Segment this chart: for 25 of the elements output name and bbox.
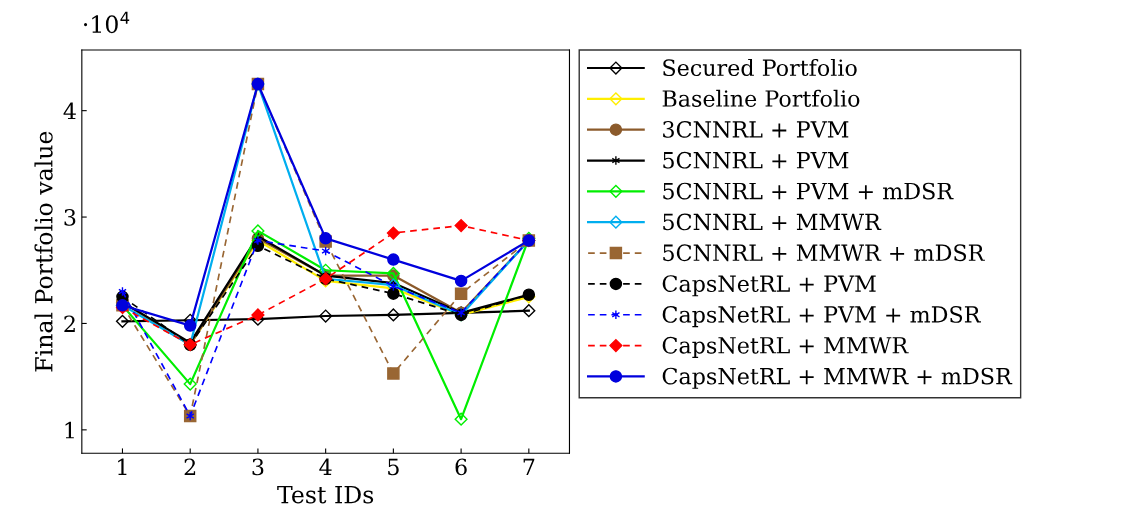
legend-label: CapsNetRL + MMWR xyxy=(662,336,909,358)
x-tick-label: 1 xyxy=(118,458,127,476)
x-axis-title: Test IDs xyxy=(277,485,374,504)
y-tick-label: 1 xyxy=(65,421,74,439)
legend-label: 5CNNRL + PVM xyxy=(663,151,849,169)
y-tick-label: 4 xyxy=(63,102,76,120)
legend-label: 5CNNRL + PVM + mDSR xyxy=(663,182,954,200)
y-axis-title: Final Portfolio value xyxy=(34,131,53,372)
legend-label: 3CNNRL + PVM xyxy=(663,120,849,138)
legend-label: CapsNetRL + PVM + mDSR xyxy=(662,306,981,328)
legend-label: Baseline Portfolio xyxy=(662,89,860,107)
text: ·10$^{4}$ xyxy=(84,11,130,34)
x-tick-label: 4 xyxy=(319,458,332,476)
legend-label: Secured Portfolio xyxy=(663,58,857,77)
y-tick-label: 3 xyxy=(64,209,76,226)
y-tick-label: 2 xyxy=(64,315,75,332)
x-tick-label: 6 xyxy=(455,458,467,476)
legend-label: 5CNNRL + MMWR + mDSR xyxy=(663,244,985,262)
legend-label: CapsNetRL + PVM xyxy=(662,275,876,297)
x-tick-label: 5 xyxy=(388,458,399,476)
legend-label: CapsNetRL + MMWR + mDSR xyxy=(662,367,1013,389)
x-tick-label: 2 xyxy=(184,458,196,476)
x-tick-label: 7 xyxy=(523,458,535,476)
legend-label: 5CNNRL + MMWR xyxy=(663,213,882,231)
x-tick-label: 3 xyxy=(252,458,264,476)
